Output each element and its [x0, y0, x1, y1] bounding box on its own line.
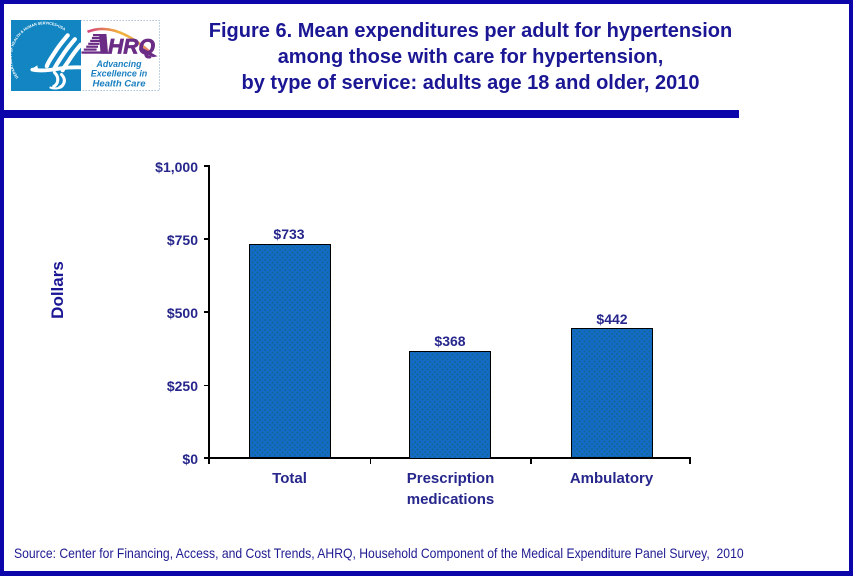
svg-text:Excellence in: Excellence in: [91, 68, 148, 79]
svg-text:Advancing: Advancing: [96, 58, 142, 69]
svg-text:Health Care: Health Care: [93, 78, 146, 89]
svg-text:HRQ: HRQ: [108, 35, 155, 59]
